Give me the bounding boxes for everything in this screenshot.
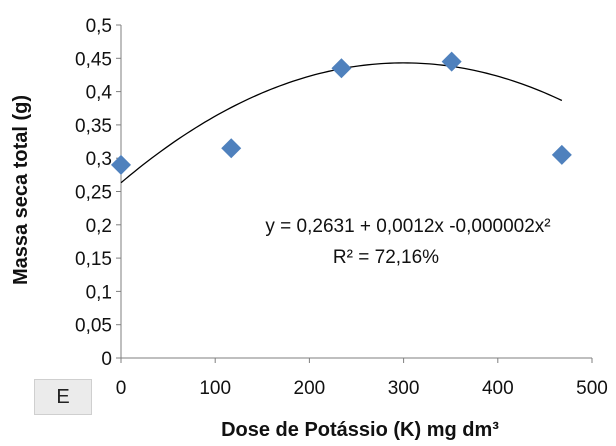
- y-tick-label: 0,4: [86, 83, 113, 104]
- y-tick-label: 0,5: [86, 16, 112, 37]
- x-axis-title: Dose de Potássio (K) mg dm³: [221, 419, 499, 441]
- trendline-equation: y = 0,2631 + 0,0012x -0,000002x²: [265, 216, 550, 237]
- y-tick-label: 0: [101, 349, 112, 370]
- y-tick-label: 0,1: [86, 282, 112, 303]
- data-points: [111, 51, 572, 175]
- y-axis-ticks: 0 0,05 0,1 0,15 0,2 0,25 0,3 0,35 0,4 0,45 0,5: [75, 16, 121, 370]
- x-axis-ticks: 0 100 200 300 400 500: [116, 358, 608, 399]
- data-point: [111, 154, 131, 175]
- r-squared-label: R² = 72,16%: [333, 247, 439, 268]
- y-tick-label: 0,25: [75, 183, 112, 204]
- y-tick-label: 0,2: [86, 216, 112, 237]
- data-point: [331, 58, 352, 79]
- y-tick-label: 0,15: [75, 249, 112, 270]
- y-axis-title: Massa seca total (g): [10, 95, 32, 285]
- trendline: [120, 62, 563, 184]
- data-point: [441, 51, 462, 72]
- y-tick-label: 0,05: [75, 316, 112, 337]
- x-tick-label: 100: [199, 378, 231, 399]
- x-tick-label: 500: [576, 378, 608, 399]
- data-point: [551, 144, 572, 165]
- x-tick-label: 400: [482, 378, 514, 399]
- data-point: [221, 138, 242, 159]
- x-tick-label: 300: [388, 378, 420, 399]
- x-tick-label: 200: [294, 378, 326, 399]
- y-tick-label: 0,35: [75, 116, 112, 137]
- x-tick-label: 0: [116, 378, 127, 399]
- y-tick-label: 0,3: [86, 149, 112, 170]
- y-tick-label: 0,45: [75, 49, 112, 70]
- panel-label: E: [34, 379, 92, 415]
